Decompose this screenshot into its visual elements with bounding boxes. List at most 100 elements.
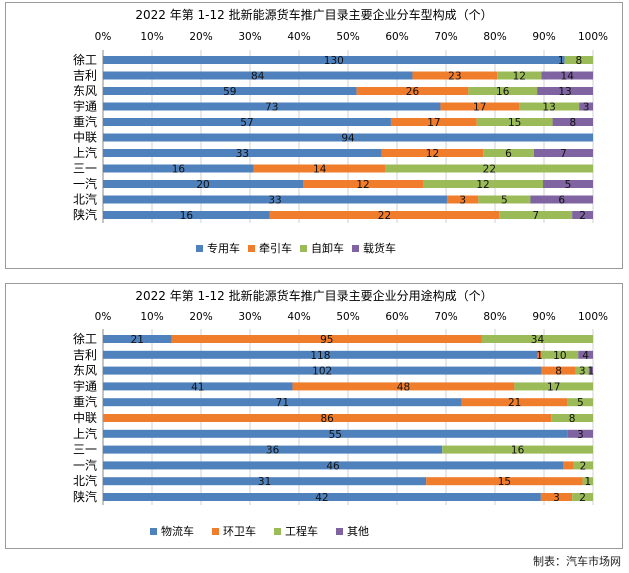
data-label: 2 [579,492,586,504]
bar-segment [447,195,479,204]
data-label: 16 [172,164,186,176]
data-label: 16 [496,86,510,98]
x-tick-label: 0% [95,31,112,43]
data-label: 33 [236,148,249,160]
category-label: 三一 [73,443,97,457]
data-label: 59 [223,86,236,98]
data-label: 14 [313,164,327,176]
bar-segment [440,102,520,111]
data-label: 1 [536,350,543,362]
category-label: 上汽 [73,426,97,441]
bar-segment [103,366,542,375]
bar-segment [303,180,423,188]
legend-label: 专用车 [207,241,240,255]
bar-segment [103,335,172,343]
bar-segment [575,366,589,375]
legend-swatch [352,245,359,252]
legend-label: 牵引车 [259,241,292,255]
data-label: 94 [341,133,355,145]
bar-segment [426,477,583,486]
data-label: 8 [555,366,562,378]
data-label: 55 [329,429,342,441]
category-label: 宇通 [73,100,97,114]
data-label: 5 [577,397,584,409]
bar-segment [171,335,482,343]
data-label: 48 [397,381,410,393]
data-label: 3 [579,366,586,378]
category-label: 吉利 [73,348,97,362]
legend-label: 自卸车 [311,241,344,255]
bar-segment [356,87,469,95]
data-label: 130 [324,55,344,67]
bar-segment [541,71,593,80]
data-label: 13 [542,102,555,114]
legend-swatch [150,528,157,535]
chart-title: 2022 年第 1-12 批新能源货车推广目录主要企业分车型构成（个） [135,7,492,22]
bar-segment [579,102,593,111]
bar-segment [552,118,593,126]
category-label: 徐工 [73,331,97,346]
category-label: 中联 [73,410,97,425]
bar-segment [103,493,541,501]
bar-segment [567,429,593,438]
data-label: 3 [553,492,560,504]
bar-segment [103,180,303,188]
x-tick-label: 80% [483,311,506,323]
x-tick-label: 100% [578,311,608,323]
x-tick-label: 50% [336,31,359,43]
bar-segment [540,493,573,501]
data-label: 5 [565,179,572,191]
category-label: 吉利 [73,69,97,83]
legend-swatch [336,528,343,535]
category-label: 东风 [73,364,97,378]
category-label: 徐工 [73,52,97,67]
legend-swatch [274,528,281,535]
bar-segment [476,118,553,126]
bar-segment [468,87,538,95]
data-label: 15 [508,117,521,129]
x-tick-label: 60% [385,311,408,323]
legend-swatch [248,245,255,252]
bar-segment [519,102,580,111]
bar-segment [551,414,593,422]
x-tick-label: 50% [336,311,359,323]
category-label: 重汽 [73,394,97,409]
credit-text: 制表：汽车市场网 [533,555,621,568]
data-label: 1 [584,476,591,488]
bar-segment [103,87,357,95]
bar-segment [292,382,515,391]
data-label: 17 [473,102,486,114]
x-tick-label: 70% [434,311,457,323]
data-label: 71 [276,397,289,409]
category-label: 中联 [73,130,97,145]
bar-segment [423,180,543,188]
data-label: 8 [575,55,582,67]
bar-segment [572,211,593,219]
bar-segment [563,461,573,470]
legend-label: 载货车 [363,241,396,255]
bar-segment [103,477,427,486]
category-label: 东风 [73,84,97,98]
bar-segment [103,445,443,454]
data-label: 12 [356,179,369,191]
x-tick-label: 30% [238,31,261,43]
bar-segment [103,429,568,438]
bar-segment [103,164,254,173]
bar-segment [269,211,500,219]
bar-segment [103,461,563,470]
data-label: 46 [326,460,340,472]
data-label: 16 [180,210,194,222]
data-label: 13 [558,86,571,98]
data-label: 21 [508,397,521,409]
legend-swatch [212,528,219,535]
data-label: 20 [196,179,209,191]
x-tick-label: 30% [238,311,261,323]
data-label: 6 [505,148,512,160]
bar-segment [103,149,382,157]
bar-segment [385,164,593,173]
category-label: 三一 [73,162,97,176]
bar-segment [103,56,565,64]
data-label: 21 [131,334,144,346]
bar-segment [541,350,579,359]
bar-segment [103,195,448,204]
